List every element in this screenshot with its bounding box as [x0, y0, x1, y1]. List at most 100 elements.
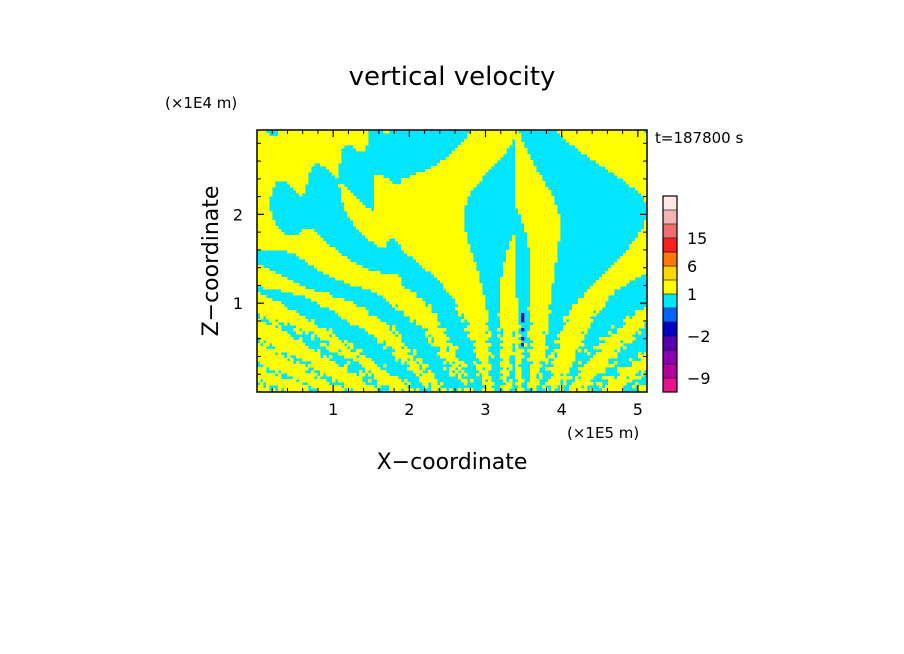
field-cell — [554, 358, 576, 362]
field-cell — [500, 352, 522, 356]
field-cell — [332, 334, 336, 338]
field-cell — [257, 145, 345, 149]
field-cell — [257, 133, 270, 137]
field-cell — [281, 370, 306, 374]
field-cell — [476, 367, 483, 371]
field-cell — [257, 169, 312, 173]
field-cell — [500, 319, 519, 323]
field-cell — [395, 238, 468, 242]
field-cell — [278, 325, 282, 329]
field-cell — [356, 349, 363, 353]
field-cell — [482, 373, 489, 377]
field-cell — [503, 346, 513, 350]
field-cell — [596, 160, 647, 164]
field-cell — [257, 172, 309, 176]
field-cell — [518, 385, 522, 389]
field-cell — [602, 274, 642, 278]
field-cell — [602, 388, 624, 392]
field-cell — [371, 289, 411, 293]
field-cell — [341, 187, 348, 191]
field-cell — [413, 370, 423, 374]
field-cell — [530, 277, 555, 281]
field-cell — [554, 373, 561, 377]
field-cell — [515, 157, 531, 161]
field-cell — [269, 319, 276, 323]
field-cell — [641, 229, 647, 233]
field-cell — [506, 259, 516, 263]
field-cell — [515, 190, 552, 194]
field-cell — [515, 193, 552, 197]
field-cell — [500, 316, 519, 320]
field-cell — [257, 223, 276, 227]
y-axis: 12 — [233, 142, 647, 375]
field-cell — [302, 328, 327, 332]
field-cell — [515, 364, 519, 368]
field-cell — [332, 172, 339, 176]
field-cell — [365, 328, 390, 332]
field-cell — [257, 373, 276, 377]
field-cell — [461, 364, 468, 368]
field-cell — [641, 373, 645, 377]
field-cell — [305, 259, 351, 263]
field-cell — [341, 196, 357, 200]
field-cell — [476, 373, 480, 377]
field-cell — [269, 367, 309, 371]
field-cell — [257, 349, 315, 353]
field-cell — [557, 355, 576, 359]
field-cell — [257, 187, 273, 191]
field-cell — [482, 388, 495, 392]
field-cell — [515, 199, 555, 203]
field-cell — [500, 286, 516, 290]
field-cell — [287, 352, 321, 356]
field-cell — [257, 274, 282, 278]
field-cell — [515, 361, 522, 365]
field-cell — [500, 376, 507, 380]
field-cell — [401, 244, 471, 248]
field-cell — [578, 301, 606, 305]
plot-frame — [256, 129, 648, 393]
field-cell — [515, 376, 522, 380]
field-cell — [473, 349, 489, 353]
field-cell — [515, 370, 522, 374]
field-cell — [617, 349, 621, 353]
field-cell — [518, 208, 558, 212]
field-cell — [506, 253, 516, 257]
field-cell — [638, 235, 647, 239]
field-cell — [434, 340, 447, 344]
field-cell — [425, 169, 489, 173]
field-cell — [569, 313, 597, 317]
field-cell — [434, 337, 450, 341]
field-cell — [572, 382, 594, 386]
field-cell — [629, 358, 633, 362]
field-cell — [383, 295, 417, 299]
field-cell — [317, 349, 321, 353]
field-cell — [413, 256, 474, 260]
field-cell — [527, 241, 558, 245]
field-cell — [500, 349, 513, 353]
colorbar-frame — [662, 195, 678, 393]
field-cell — [602, 376, 615, 380]
x-tick-label: 4 — [557, 400, 567, 419]
field-cell — [500, 295, 516, 299]
colorbar-tick-label: 6 — [687, 257, 697, 276]
field-cell — [563, 328, 588, 332]
field-cell — [314, 331, 333, 335]
field-cell — [605, 166, 647, 170]
x-tick-label: 3 — [480, 400, 490, 419]
field-cell — [392, 346, 402, 350]
field-cell — [257, 178, 309, 182]
field-cell — [464, 316, 489, 320]
field-cell — [416, 319, 438, 323]
field-cell — [422, 373, 435, 377]
field-cell — [521, 217, 561, 221]
field-cell — [530, 364, 543, 368]
field-cell — [443, 361, 447, 365]
field-cell — [476, 364, 492, 368]
colorbar-cell — [663, 266, 677, 281]
field-cell — [278, 352, 282, 356]
y-tick-label: 2 — [233, 205, 243, 224]
field-cell — [521, 316, 525, 320]
field-cell — [257, 190, 273, 194]
field-cell — [440, 280, 480, 284]
field-cell — [635, 382, 639, 386]
